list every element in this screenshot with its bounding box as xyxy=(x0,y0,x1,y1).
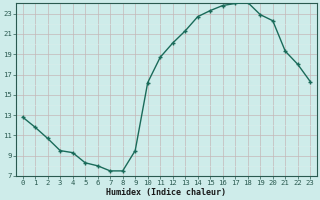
X-axis label: Humidex (Indice chaleur): Humidex (Indice chaleur) xyxy=(107,188,227,197)
